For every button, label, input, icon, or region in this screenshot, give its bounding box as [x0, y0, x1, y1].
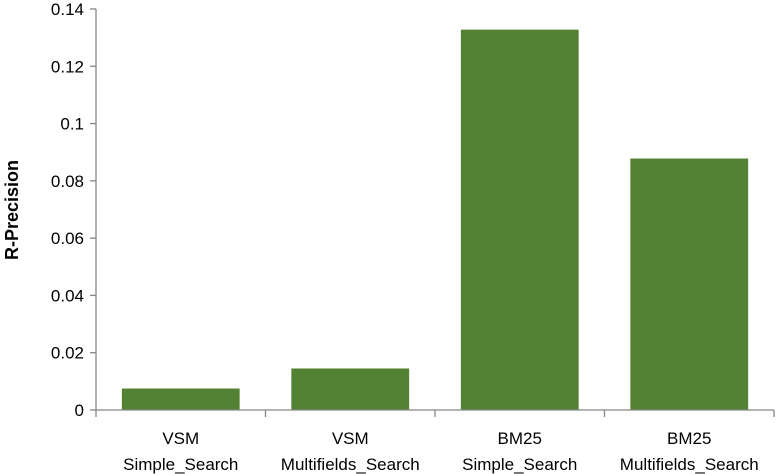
bar: [291, 368, 410, 410]
y-tick-label: 0.1: [60, 115, 84, 134]
y-tick-label: 0.14: [51, 0, 84, 19]
y-tick-label: 0.06: [51, 229, 84, 248]
y-tick-label: 0.12: [51, 57, 84, 76]
x-category-label-line: Multifields_Search: [281, 455, 420, 474]
x-category-label: BM25 Simple_Search: [462, 429, 577, 474]
x-category-label-line: BM25: [667, 429, 711, 448]
x-category-label: VSM Multifields_Search: [281, 429, 420, 474]
bar: [121, 388, 240, 410]
x-category-label-line: BM25: [498, 429, 542, 448]
x-category-label-line: Simple_Search: [462, 455, 577, 474]
x-category-label: BM25 Multifields_Search: [620, 429, 759, 474]
bars-group: [121, 29, 749, 410]
y-axis: 0 0.02 0.04 0.06 0.08 0.1 0.12 0.14: [51, 0, 97, 420]
y-tick-label: 0.02: [51, 344, 84, 363]
bar: [460, 29, 579, 410]
x-category-label-line: Simple_Search: [123, 455, 238, 474]
y-tick-label: 0.08: [51, 172, 84, 191]
x-category-label-line: Multifields_Search: [620, 455, 759, 474]
y-tick-label: 0.04: [51, 286, 84, 305]
x-category-label: VSM Simple_Search: [123, 429, 238, 474]
y-tick-label: 0: [75, 401, 84, 420]
x-category-label-line: VSM: [332, 429, 369, 448]
y-axis-title: R-Precision: [2, 160, 22, 260]
bar: [630, 158, 749, 410]
x-category-label-line: VSM: [162, 429, 199, 448]
